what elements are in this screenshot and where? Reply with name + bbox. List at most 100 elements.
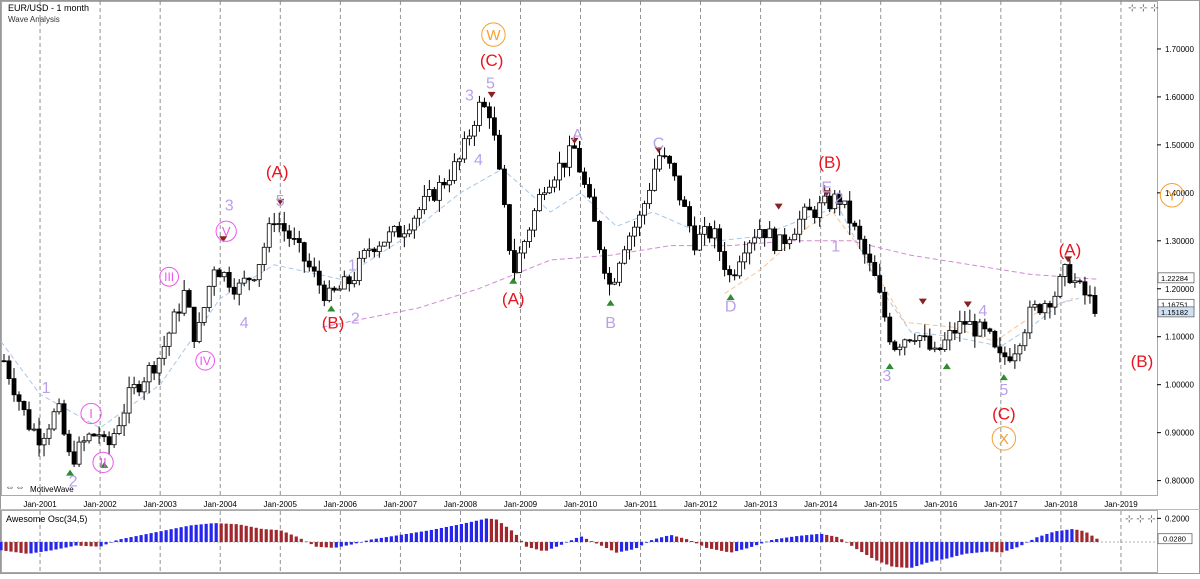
candle-down — [677, 175, 682, 201]
candle-up — [161, 345, 167, 359]
candle-up — [206, 285, 212, 308]
swing-low-marker — [327, 305, 336, 312]
osc-bar-up — [469, 521, 474, 542]
candle-down — [672, 162, 677, 177]
candle-down — [827, 195, 833, 210]
candle-up — [446, 180, 452, 186]
candle-up — [1052, 295, 1058, 308]
osc-bar-up — [559, 542, 564, 545]
candle-down — [101, 434, 107, 438]
window-controls-icon[interactable]: ⊹ ⊹ ⊹ — [1128, 3, 1159, 14]
candle-up — [341, 276, 347, 290]
candle-down — [872, 261, 878, 276]
wave-label-circle — [1159, 183, 1185, 208]
candle-up — [171, 311, 177, 334]
wave-label: Y — [1167, 188, 1177, 205]
osc-bar-up — [0, 542, 3, 551]
chart-subtitle: Wave Analysis — [8, 15, 60, 24]
osc-bar-down — [224, 523, 228, 542]
candle-down — [71, 451, 77, 465]
osc-bar-up — [649, 540, 654, 542]
osc-bar-down — [885, 542, 889, 565]
candle-down — [762, 229, 768, 239]
candle-down — [1067, 264, 1073, 284]
candle-up — [1057, 275, 1063, 297]
candle-up — [41, 437, 47, 446]
osc-bar-up — [479, 519, 484, 542]
candle-up — [56, 403, 62, 413]
candle-down — [997, 346, 1003, 354]
wave-label: 3 — [225, 198, 234, 215]
candle-down — [807, 206, 813, 211]
y-tick-label: 1.30000 — [1165, 237, 1194, 246]
osc-bar-down — [19, 542, 23, 553]
candle-up — [131, 384, 137, 389]
candle-up — [822, 195, 828, 204]
candle-down — [231, 286, 237, 295]
osc-bar-up — [955, 542, 959, 556]
wave-label: (C) — [992, 405, 1016, 424]
x-tick-label: Jan-2015 — [864, 500, 898, 509]
wave-label: (A) — [266, 162, 289, 181]
candle-down — [952, 329, 958, 334]
osc-bar-down — [720, 542, 724, 551]
candle-up — [1017, 345, 1023, 355]
candle-up — [86, 433, 92, 442]
candle-down — [176, 311, 182, 314]
y-tick-label: 1.10000 — [1165, 333, 1194, 342]
swing-low-marker — [606, 299, 615, 306]
candle-down — [21, 400, 27, 411]
candle-up — [557, 162, 562, 181]
panel-controls-icon[interactable]: ⊹ ⊹ ⊹ — [1125, 514, 1156, 525]
nav-arrows-icon[interactable]: ⇔⇔ — [5, 482, 25, 493]
candle-up — [126, 387, 132, 414]
candle-up — [1022, 332, 1028, 347]
osc-bar-up — [119, 539, 123, 542]
osc-bar-up — [104, 542, 108, 545]
candle-down — [707, 226, 713, 239]
osc-bar-up — [164, 530, 168, 542]
candle-down — [321, 284, 327, 301]
candle-up — [416, 209, 422, 219]
wave-label-circle — [159, 266, 180, 287]
osc-bar-down — [274, 529, 278, 542]
candle-up — [797, 218, 803, 235]
blue-ma — [0, 168, 1080, 429]
osc-bar-up — [199, 524, 203, 542]
swing-high-marker — [963, 301, 972, 308]
price-tag-label: 1.22284 — [1161, 274, 1188, 283]
osc-bar-down — [14, 542, 18, 553]
osc-bar-up — [639, 542, 644, 546]
osc-bar-up — [29, 542, 33, 554]
x-tick-label: Jan-2001 — [23, 500, 57, 509]
candle-down — [987, 328, 993, 332]
candle-down — [507, 204, 512, 251]
candle-up — [787, 239, 793, 245]
osc-bar-up — [664, 535, 669, 542]
osc-bar-up — [805, 535, 809, 542]
osc-bar-down — [594, 542, 599, 544]
swing-low-marker — [100, 461, 109, 468]
candle-up — [411, 217, 417, 231]
osc-bar-down — [249, 526, 253, 542]
swing-high-marker — [219, 236, 228, 243]
candle-down — [441, 181, 447, 186]
candle-down — [1087, 294, 1093, 297]
candle-down — [512, 250, 517, 273]
candle-up — [947, 329, 953, 341]
osc-bar-down — [84, 542, 88, 547]
x-tick-label: Jan-2010 — [564, 500, 598, 509]
osc-bar-up — [174, 528, 178, 542]
osc-bar-down — [259, 528, 263, 542]
osc-bar-down — [695, 542, 699, 544]
candle-down — [887, 316, 893, 343]
osc-bar-up — [434, 528, 438, 542]
candle-down — [216, 269, 222, 278]
osc-bar-up — [464, 522, 469, 542]
candle-down — [727, 269, 733, 276]
osc-bar-down — [219, 523, 223, 542]
candle-down — [311, 266, 317, 272]
osc-bar-up — [39, 542, 43, 552]
osc-bar-down — [239, 524, 243, 542]
candle-down — [301, 242, 307, 262]
